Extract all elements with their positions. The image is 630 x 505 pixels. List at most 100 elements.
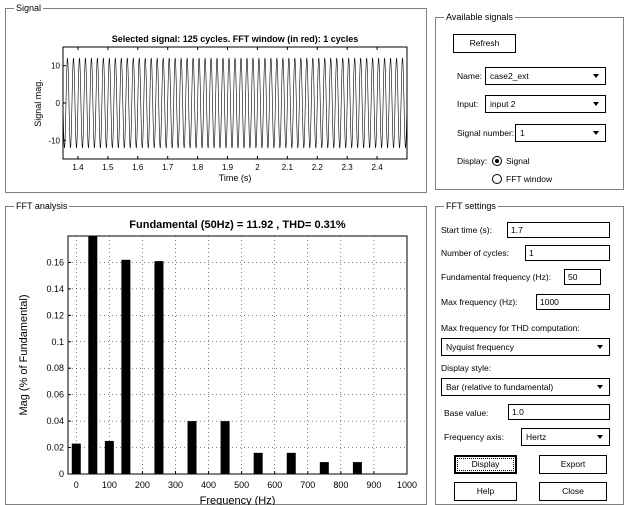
- signal-panel-title: Signal: [14, 3, 44, 14]
- frequency-axis-label: Frequency axis:: [444, 432, 504, 442]
- fft-x-tick-label: 400: [201, 480, 216, 490]
- fft-x-tick-label: 700: [300, 480, 315, 490]
- display-label: Display:: [457, 156, 488, 166]
- export-button[interactable]: Export: [539, 455, 607, 474]
- name-select-value: case2_ext: [490, 71, 529, 81]
- fft-y-tick-label: 0.1: [51, 337, 64, 347]
- fft-x-tick-label: 800: [333, 480, 348, 490]
- fft-plot-frame: [67, 235, 408, 475]
- signal-number-select-value: 1: [520, 128, 525, 138]
- input-select[interactable]: input 2: [485, 95, 606, 113]
- fft-analysis-panel-title: FFT analysis: [14, 201, 70, 212]
- cycles-label: Number of cycles:: [441, 248, 510, 258]
- display-fft-radio[interactable]: [492, 174, 502, 184]
- signal-number-select[interactable]: 1: [515, 124, 606, 142]
- display-style-select[interactable]: Bar (relative to fundamental): [441, 378, 610, 396]
- signal-x-tick-label: 1.8: [192, 163, 204, 172]
- display-signal-radio[interactable]: [492, 156, 502, 166]
- fft-bar: [220, 421, 230, 474]
- fft-settings-title: FFT settings: [444, 201, 498, 212]
- max-frequency-input[interactable]: 1000: [536, 294, 610, 310]
- fft-bar: [253, 452, 263, 474]
- frequency-axis-select[interactable]: Hertz: [521, 428, 610, 446]
- input-label: Input:: [457, 99, 479, 109]
- start-time-label: Start time (s):: [441, 225, 493, 235]
- fft-y-tick-label: 0.12: [46, 310, 64, 320]
- start-time-input[interactable]: 1.7: [507, 222, 610, 238]
- max-frequency-label: Max frequency (Hz):: [441, 297, 518, 307]
- chevron-down-icon: [593, 74, 599, 78]
- fft-y-tick-label: 0.06: [46, 390, 64, 400]
- signal-series-line: [62, 57, 408, 149]
- signal-chart-title: Selected signal: 125 cycles. FFT window …: [112, 34, 359, 44]
- fft-x-tick-label: 500: [234, 480, 249, 490]
- signal-y-tick-label: -10: [48, 136, 60, 145]
- fft-y-axis-label: Mag (% of Fundamental): [18, 294, 30, 415]
- signal-x-tick-label: 1.5: [102, 163, 114, 172]
- signal-x-tick-label: 1.4: [72, 163, 84, 172]
- available-signals-panel: Available signals Refresh Name: case2_ex…: [435, 12, 624, 190]
- signal-x-tick-label: 1.6: [132, 163, 144, 172]
- thd-frequency-select-value: Nyquist frequency: [446, 342, 515, 352]
- signal-panel: Signal: [5, 3, 427, 193]
- signal-x-tick-label: 1.7: [162, 163, 174, 172]
- fft-chart: Fundamental (50Hz) = 11.92 , THD= 0.31% 0…: [18, 219, 417, 505]
- chevron-down-icon: [593, 102, 599, 106]
- signal-x-tick-label: 1.9: [222, 163, 234, 172]
- signal-number-label: Signal number:: [457, 128, 515, 138]
- chevron-down-icon: [597, 435, 603, 439]
- fft-bar: [154, 261, 164, 474]
- fft-bar: [286, 452, 296, 474]
- signal-x-tick-label: 2.2: [312, 163, 324, 172]
- display-fft-label: FFT window: [506, 174, 553, 184]
- fft-bar: [104, 440, 114, 474]
- fft-x-tick-label: 300: [168, 480, 183, 490]
- fft-y-tick-label: 0: [59, 469, 64, 479]
- display-signal-label: Signal: [506, 156, 530, 166]
- thd-frequency-label: Max frequency for THD computation:: [441, 323, 580, 333]
- fft-bar: [319, 462, 329, 474]
- fft-settings-panel: FFT settings Start time (s): 1.7 Number …: [435, 201, 624, 505]
- chevron-down-icon: [597, 345, 603, 349]
- signal-chart: Selected signal: 125 cycles. FFT window …: [33, 34, 408, 183]
- display-style-select-value: Bar (relative to fundamental): [446, 382, 554, 392]
- fft-bar: [187, 421, 197, 474]
- fft-x-tick-label: 200: [135, 480, 150, 490]
- fft-bar: [88, 236, 98, 474]
- fft-x-tick-label: 1000: [397, 480, 417, 490]
- close-button[interactable]: Close: [539, 482, 607, 501]
- name-select[interactable]: case2_ext: [485, 67, 606, 85]
- base-value-input[interactable]: 1.0: [508, 404, 610, 420]
- input-select-value: input 2: [490, 99, 516, 109]
- fft-bar: [352, 462, 362, 474]
- fft-y-tick-label: 0.14: [46, 284, 64, 294]
- signal-y-axis-label: Signal mag.: [33, 79, 43, 127]
- chevron-down-icon: [597, 385, 603, 389]
- fft-x-tick-label: 100: [102, 480, 117, 490]
- name-label: Name:: [457, 71, 483, 81]
- help-button[interactable]: Help: [454, 482, 517, 501]
- display-style-label: Display style:: [441, 363, 492, 373]
- signal-x-tick-label: 2.4: [372, 163, 384, 172]
- fft-bar: [71, 443, 81, 474]
- fft-y-tick-label: 0.04: [46, 416, 64, 426]
- display-button[interactable]: Display: [454, 455, 517, 474]
- refresh-button[interactable]: Refresh: [453, 34, 516, 53]
- available-signals-title: Available signals: [444, 12, 515, 23]
- signal-x-tick-label: 2.3: [342, 163, 354, 172]
- frequency-axis-select-value: Hertz: [526, 432, 547, 442]
- fft-x-tick-label: 600: [267, 480, 282, 490]
- signal-y-tick-label: 10: [51, 62, 60, 71]
- signal-x-tick-label: 2.1: [282, 163, 294, 172]
- fft-chart-title: Fundamental (50Hz) = 11.92 , THD= 0.31%: [129, 219, 346, 231]
- fft-bar: [121, 259, 131, 474]
- cycles-input[interactable]: 1: [525, 245, 610, 261]
- fundamental-frequency-label: Fundamental frequency (Hz):: [441, 272, 552, 282]
- signal-y-tick-label: 0: [56, 99, 61, 108]
- thd-frequency-select[interactable]: Nyquist frequency: [441, 338, 610, 356]
- fundamental-frequency-input[interactable]: 50: [564, 269, 601, 285]
- fft-y-tick-label: 0.08: [46, 363, 64, 373]
- fft-x-tick-label: 0: [74, 480, 79, 490]
- fft-y-tick-label: 0.16: [46, 257, 64, 267]
- chevron-down-icon: [593, 131, 599, 135]
